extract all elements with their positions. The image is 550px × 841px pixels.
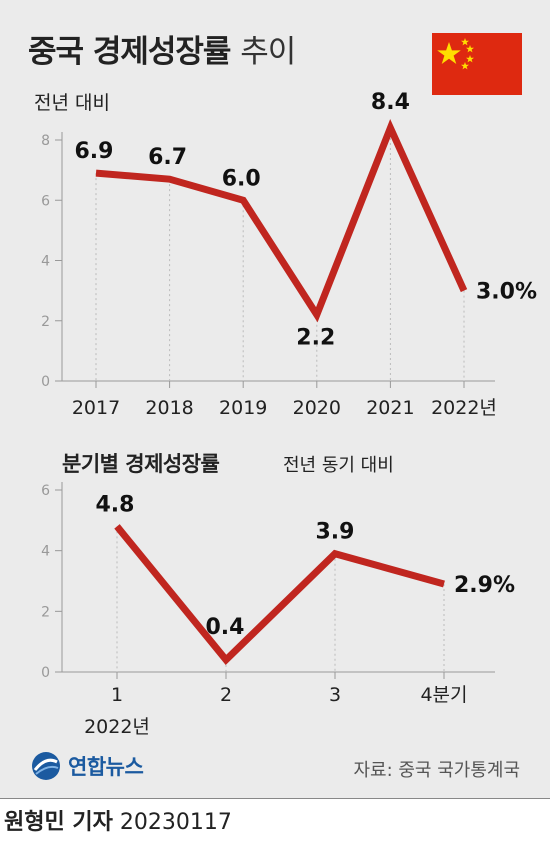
y-tick-label: 6 bbox=[41, 483, 50, 499]
data-label: 2.2 bbox=[296, 326, 335, 351]
x-tick-label: 1 bbox=[111, 684, 123, 706]
x-group-label: 2022년 bbox=[84, 716, 150, 738]
series-line bbox=[95, 118, 468, 323]
x-tick-label: 2020 bbox=[293, 397, 341, 419]
x-tick-label: 2018 bbox=[145, 397, 193, 419]
y-tick-label: 4 bbox=[41, 254, 50, 270]
byline: 원형민 기자 20230117 bbox=[4, 804, 232, 836]
reporter-name: 원형민 기자 bbox=[4, 810, 113, 835]
title-light: 추이 bbox=[240, 34, 296, 70]
yonhap-logo: 연합뉴스 bbox=[30, 748, 144, 784]
data-label: 4.8 bbox=[96, 492, 135, 517]
flag-small-star bbox=[461, 62, 469, 70]
page-title: 중국 경제성장률 추이 bbox=[28, 26, 296, 71]
y-tick-label: 2 bbox=[41, 604, 50, 620]
publish-date: 20230117 bbox=[119, 810, 232, 835]
flag-big-star bbox=[437, 42, 461, 64]
title-bold: 중국 경제성장률 bbox=[28, 34, 231, 70]
quarterly-growth-chart: 0 2 4 6 1 2 3 4분기 4.8 0.4 3.9 2.9% 2022년 bbox=[41, 482, 515, 738]
y-tick-label: 8 bbox=[41, 133, 50, 149]
x-tick-label: 2 bbox=[220, 684, 232, 706]
quarterly-subtitle: 분기별 경제성장률 bbox=[62, 452, 220, 476]
y-tick-label: 2 bbox=[41, 314, 50, 330]
y-tick-label: 0 bbox=[41, 665, 50, 681]
logo-text: 연합뉴스 bbox=[68, 755, 144, 779]
y-tick-label: 0 bbox=[41, 374, 50, 390]
x-tick-label: 2019 bbox=[219, 397, 267, 419]
data-label: 8.4 bbox=[371, 90, 410, 115]
x-tick-label: 2021 bbox=[366, 397, 414, 419]
data-label: 6.0 bbox=[222, 166, 261, 191]
flag-small-star bbox=[461, 38, 469, 46]
x-tick-label: 2017 bbox=[72, 397, 120, 419]
y-tick-label: 4 bbox=[41, 544, 50, 560]
data-label: 6.9 bbox=[75, 139, 114, 164]
x-tick-label: 4분기 bbox=[420, 684, 467, 706]
quarterly-subtitle-note: 전년 동기 대비 bbox=[283, 455, 394, 476]
china-flag-icon bbox=[432, 33, 522, 95]
yonhap-globe-icon bbox=[32, 752, 60, 780]
flag-small-star bbox=[466, 45, 474, 53]
data-label: 3.9 bbox=[316, 520, 355, 545]
infographic-panel: 중국 경제성장률 추이 전년 대비 분기별 경제성장률 전년 동기 대비 0 2 4… bbox=[0, 0, 550, 798]
flag-small-star bbox=[466, 55, 474, 63]
annual-subtitle: 전년 대비 bbox=[34, 92, 110, 114]
source-note: 자료: 중국 국가통계국 bbox=[353, 760, 520, 781]
annual-growth-chart: 0 2 4 6 8 2017 2018 2019 2020 2021 2022년 6.9 6.7 6.0 2… bbox=[41, 90, 537, 419]
data-label: 0.4 bbox=[206, 615, 245, 640]
x-tick-label: 3 bbox=[329, 684, 341, 706]
data-label: 2.9% bbox=[454, 573, 515, 598]
byline-bar: 원형민 기자 20230117 bbox=[0, 798, 550, 841]
x-tick-label: 2022년 bbox=[431, 397, 497, 419]
y-tick-label: 6 bbox=[41, 193, 50, 209]
data-label: 6.7 bbox=[148, 145, 187, 170]
series-line bbox=[114, 524, 445, 666]
data-label: 3.0% bbox=[476, 280, 537, 305]
